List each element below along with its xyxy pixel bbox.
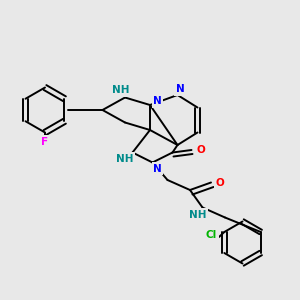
Text: NH: NH [112,85,130,95]
Text: N: N [176,84,184,94]
Text: NH: NH [116,154,134,164]
Text: NH: NH [189,209,206,220]
Text: O: O [196,145,205,155]
Text: N: N [153,164,162,173]
Text: Cl: Cl [206,230,217,239]
Text: F: F [41,136,49,146]
Text: N: N [153,96,162,106]
Text: O: O [216,178,224,188]
